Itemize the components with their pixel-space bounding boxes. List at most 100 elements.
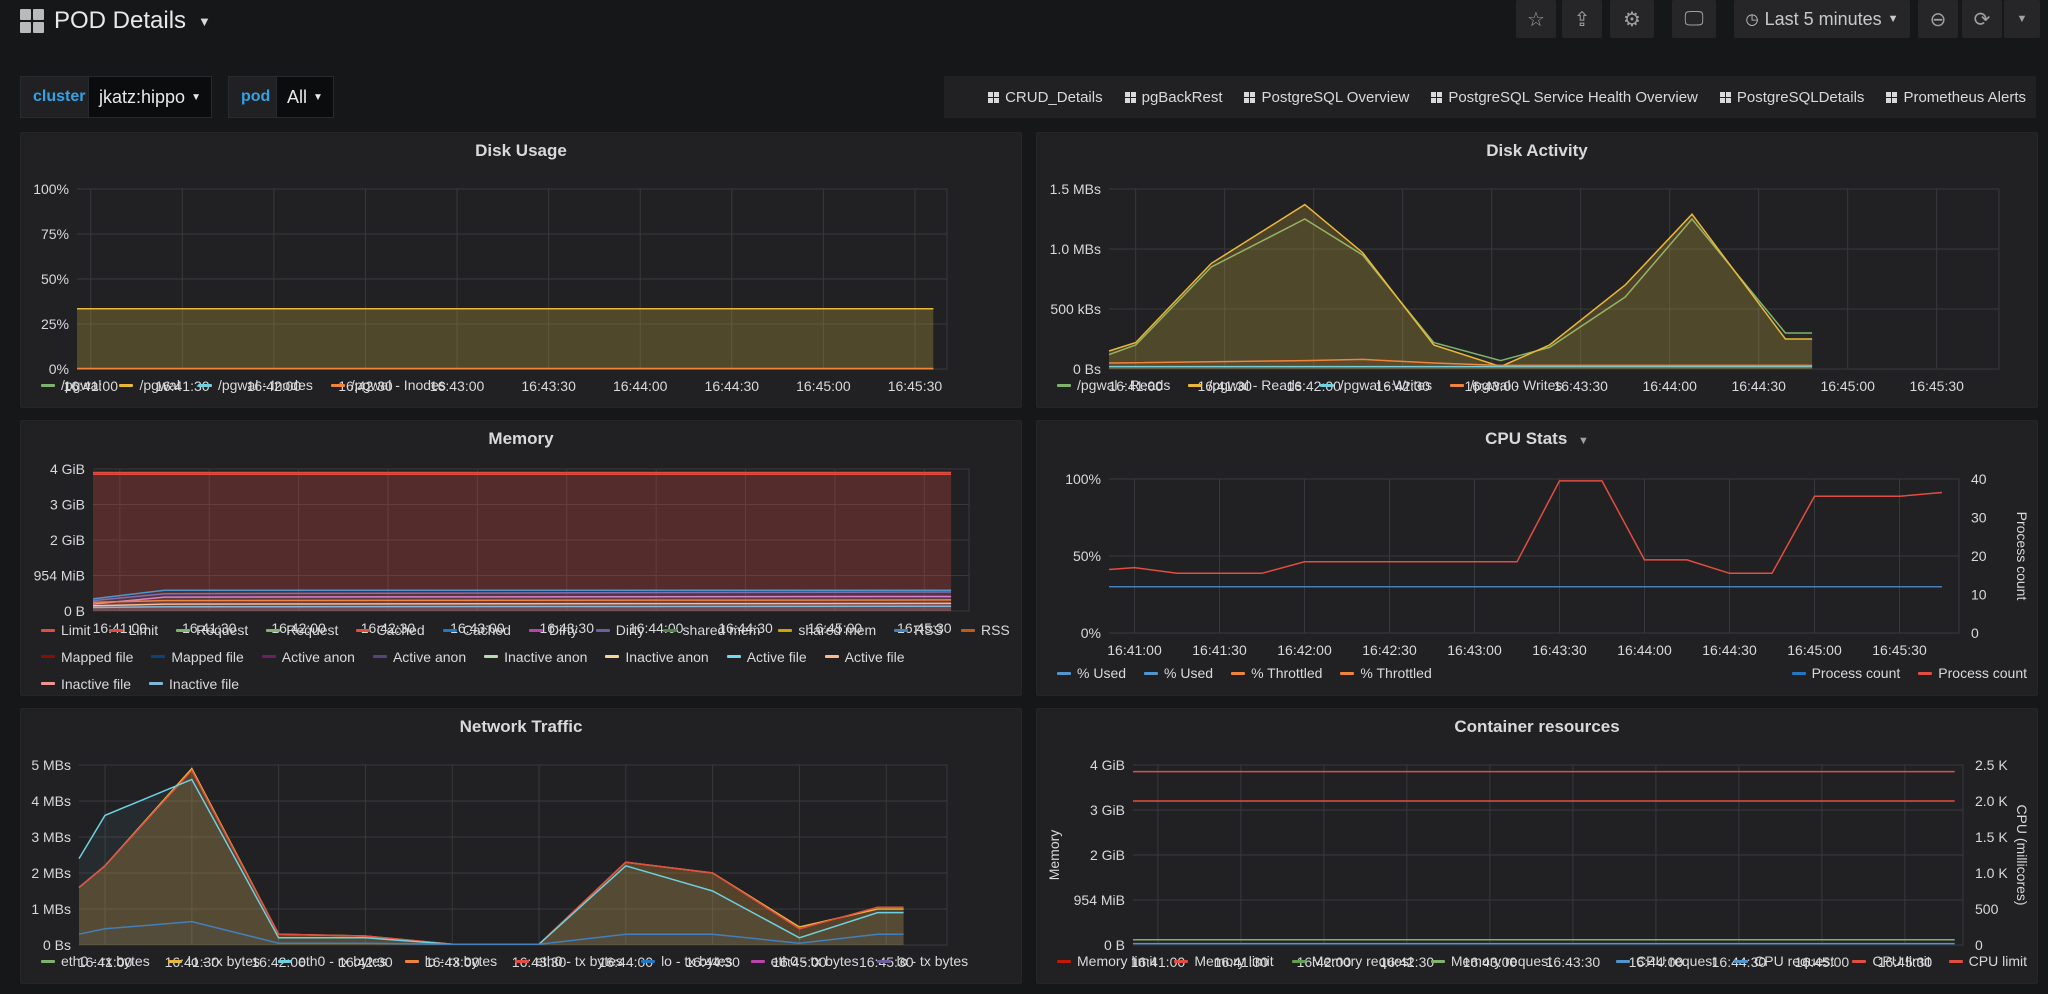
legend-item[interactable]: eth0 - rx bytes [41, 953, 150, 969]
refresh-interval-button[interactable]: ▼ [2004, 0, 2040, 38]
legend-item[interactable]: % Throttled [1340, 665, 1432, 681]
legend-item[interactable]: Inactive anon [484, 648, 587, 667]
legend-item[interactable]: % Used [1144, 665, 1213, 681]
legend-item[interactable]: Inactive file [149, 674, 239, 693]
panel-network-traffic[interactable]: Network Traffic 5 MBs 4 MBs 3 MBs 2 MBs 1 MB… [20, 708, 1022, 984]
legend-item[interactable]: CPU request [1616, 953, 1716, 969]
legend-item[interactable]: /pgwal - Reads [1188, 377, 1302, 393]
x-tick-label: 16:42:00 [1286, 378, 1341, 394]
pod-variable-select[interactable]: All ▼ [276, 76, 334, 118]
legend-item[interactable]: Active anon [261, 648, 355, 667]
legend-item[interactable]: Memory request [1291, 953, 1413, 969]
legend-item[interactable]: Limit [41, 621, 91, 640]
series-area [77, 308, 934, 369]
legend-label: /pgwal - Inodes [350, 377, 446, 393]
legend-item[interactable]: eth0 - rx bytes [278, 953, 387, 969]
legend-item[interactable]: /pgwal - Writes [1450, 377, 1562, 393]
legend-item[interactable]: Cached [442, 621, 511, 640]
cluster-variable-select[interactable]: jkatz:hippo ▼ [88, 76, 212, 118]
legend-item[interactable]: lo - tx bytes [641, 953, 733, 969]
panel-container-resources[interactable]: Container resources 4 GiB 3 GiB 2 GiB 954 M… [1036, 708, 2038, 984]
panel-title[interactable]: Disk Activity [1486, 141, 1588, 160]
panel-title[interactable]: Network Traffic [459, 717, 583, 736]
legend-item[interactable]: CPU limit [1948, 953, 2027, 969]
panel-menu-caret-icon[interactable]: ▼ [1578, 435, 1589, 447]
legend-item[interactable]: Memory limit [1174, 953, 1274, 969]
legend-item[interactable]: Active anon [372, 648, 466, 667]
link-prometheus-alerts[interactable]: Prometheus Alerts [1886, 89, 2026, 106]
star-button[interactable]: ☆ [1516, 0, 1556, 38]
legend-item[interactable]: /pgwal - Inodes [330, 377, 446, 393]
share-button[interactable]: ⇪ [1562, 0, 1602, 38]
legend-item[interactable]: lo - rx bytes [404, 953, 497, 969]
panel-cpu-stats[interactable]: CPU Stats ▼ 100% 50% 0% 40 30 20 10 0 Process co… [1036, 420, 2038, 696]
legend-item[interactable]: Inactive anon [605, 648, 709, 667]
legend-item[interactable]: RSS [894, 621, 943, 640]
legend-label: Cached [376, 622, 425, 639]
panel-memory[interactable]: Memory 4 GiB 3 GiB 2 GiB 954 MiB 0 B 16:41:00… [20, 420, 1022, 696]
legend-item[interactable]: Active file [726, 648, 807, 667]
panel-disk-usage[interactable]: Disk Usage 100% 75% 50% 25% 0% 16:41:00 16:41:… [20, 132, 1022, 408]
legend-item[interactable]: Dirty [528, 621, 578, 640]
panel-title[interactable]: Disk Usage [475, 141, 567, 160]
dashboard-title-picker[interactable]: POD Details ▼ [20, 2, 211, 40]
legend-item[interactable]: CPU request [1734, 953, 1834, 969]
legend-item[interactable]: % Throttled [1231, 665, 1322, 681]
x-tick-label: 16:45:00 [1787, 642, 1842, 658]
memory-chart: 4 GiB 3 GiB 2 GiB 954 MiB 0 B 16:41:00 16:41:3… [34, 461, 970, 636]
legend-item[interactable]: Request [176, 621, 248, 640]
legend-item[interactable]: lo - tx bytes [876, 953, 968, 969]
legend-item[interactable]: /pgwal [41, 377, 101, 393]
legend-item[interactable]: % Used [1057, 665, 1126, 681]
legend-item[interactable]: Process count [1918, 665, 2027, 681]
legend-item[interactable]: lo - rx bytes [167, 953, 260, 969]
panel-title[interactable]: Memory [488, 429, 554, 448]
x-tick-label: 16:42:30 [1380, 954, 1435, 970]
legend-item[interactable]: /pgwal - Writes [1319, 377, 1432, 393]
legend-item[interactable]: Process count [1791, 665, 1900, 681]
legend-label: Memory limit [1077, 953, 1157, 969]
legend-item[interactable]: /pgwal - Inodes [197, 377, 313, 393]
y2-tick-label: 500 [1975, 901, 1999, 917]
link-postgresql-overview[interactable]: PostgreSQL Overview [1244, 89, 1409, 106]
y-tick-label: 50% [1073, 548, 1101, 564]
legend-item[interactable]: Inactive file [41, 674, 131, 693]
legend-swatch [108, 628, 123, 632]
time-picker[interactable]: ◷ Last 5 minutes ▼ [1734, 0, 1910, 38]
legend-item[interactable]: Mapped file [151, 648, 244, 667]
legend-swatch [605, 655, 620, 659]
link-postgresqldetails[interactable]: PostgreSQLDetails [1719, 89, 1864, 106]
y-tick-label: 0 B [1104, 937, 1125, 953]
y2-tick-label: 2.5 K [1975, 757, 2008, 773]
legend-swatch [330, 383, 345, 387]
panel-title[interactable]: CPU Stats ▼ [1485, 429, 1589, 448]
legend-swatch [595, 628, 610, 632]
legend-item[interactable]: Limit [108, 621, 158, 640]
legend-item[interactable]: Memory request [1430, 953, 1552, 969]
cycle-view-button[interactable]: 🖵 [1672, 0, 1716, 38]
panel-title[interactable]: Container resources [1454, 717, 1620, 736]
legend-item[interactable]: shared mem [662, 621, 760, 640]
legend-item[interactable]: eth0 - tx bytes [515, 953, 623, 969]
link-pgbackrest[interactable]: pgBackRest [1124, 89, 1222, 106]
legend-item[interactable]: /pgwal - Reads [1057, 377, 1170, 393]
legend-item[interactable]: Mapped file [41, 648, 133, 667]
link-postgresql-service-health[interactable]: PostgreSQL Service Health Overview [1431, 89, 1698, 106]
link-crud-details[interactable]: CRUD_Details [988, 89, 1103, 106]
legend-item[interactable]: Cached [356, 621, 425, 640]
legend-item[interactable]: shared mem [778, 621, 876, 640]
legend-item[interactable]: Memory limit [1057, 953, 1156, 969]
zoom-out-button[interactable]: ⊖ [1918, 0, 1958, 38]
legend-item[interactable]: CPU limit [1852, 953, 1931, 969]
legend-item[interactable]: Active file [824, 648, 905, 667]
refresh-button[interactable]: ⟳ [1962, 0, 2002, 38]
legend-item[interactable]: /pgwal [119, 377, 180, 393]
settings-button[interactable]: ⚙ [1610, 0, 1654, 38]
legend-item[interactable]: Dirty [595, 621, 645, 640]
legend-item[interactable]: eth0 - tx bytes [750, 953, 859, 969]
legend-label: CPU request [1636, 953, 1717, 969]
gear-icon: ⚙ [1623, 8, 1641, 31]
legend-item[interactable]: Request [266, 621, 338, 640]
legend-item[interactable]: RSS [960, 621, 1010, 640]
panel-disk-activity[interactable]: Disk Activity 1.5 MBs 1.0 MBs 500 kBs 0 Bs 1… [1036, 132, 2038, 408]
